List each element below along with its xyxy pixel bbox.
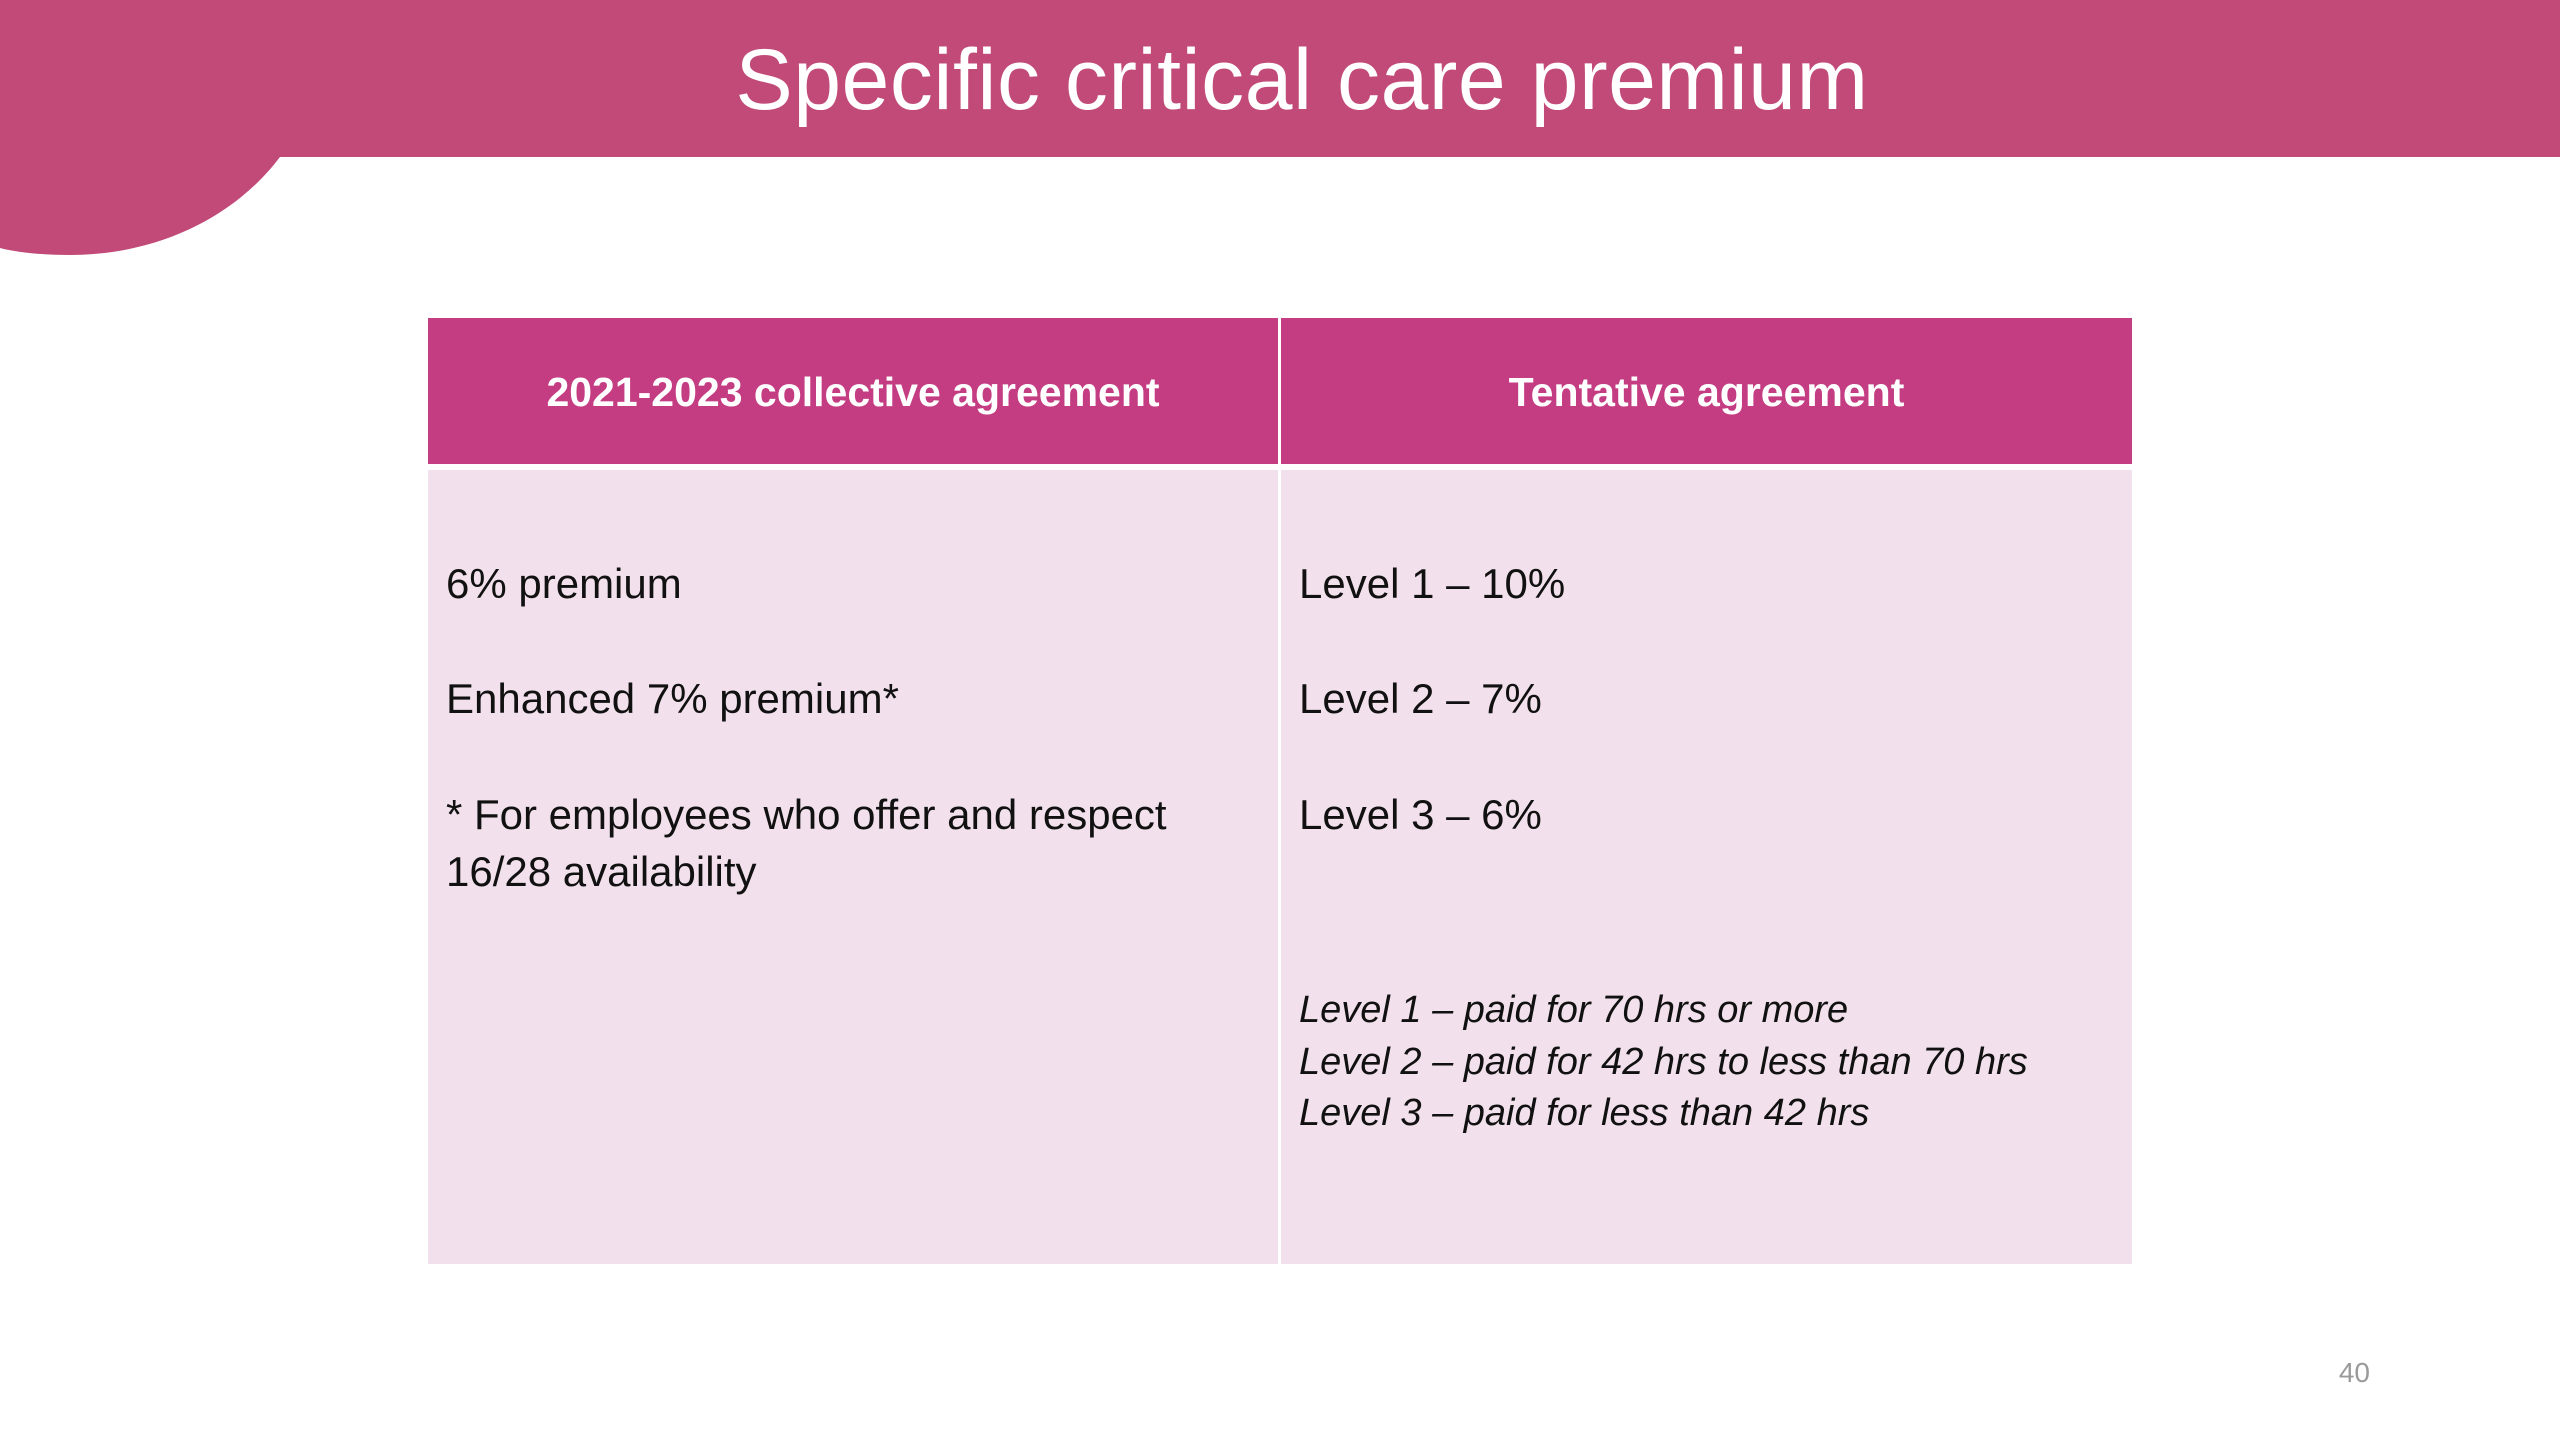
footnote-line-1: * For employees who offer and respect [446, 791, 1167, 838]
level-1-note: Level 1 – paid for 70 hrs or more [1299, 989, 1849, 1031]
title-band [0, 0, 2560, 157]
premium-line: 6% premium [446, 560, 682, 607]
level-3-rate: Level 3 – 6% [1299, 791, 1542, 838]
column-body-current-agreement: 6% premium Enhanced 7% premium* * For em… [428, 470, 1278, 1264]
column-header-tentative-agreement: Tentative agreement [1281, 318, 2132, 464]
level-1-rate: Level 1 – 10% [1299, 560, 1566, 607]
level-3-note: Level 3 – paid for less than 42 hrs [1299, 1092, 1870, 1134]
corner-decoration [0, 150, 285, 255]
column-tentative-agreement: Tentative agreement Level 1 – 10% Level … [1281, 318, 2132, 1264]
level-2-rate: Level 2 – 7% [1299, 675, 1542, 722]
footnote-line-2: 16/28 availability [446, 848, 757, 895]
enhanced-premium-line: Enhanced 7% premium* [446, 675, 899, 722]
column-body-tentative-agreement: Level 1 – 10% Level 2 – 7% Level 3 – 6% … [1281, 470, 2132, 1264]
slide-title: Specific critical care premium [735, 32, 1869, 128]
comparison-table: 2021-2023 collective agreement 6% premiu… [428, 318, 2132, 1264]
column-header-current-agreement: 2021-2023 collective agreement [428, 318, 1278, 464]
page-number: 40 [2338, 1357, 2370, 1388]
level-2-note: Level 2 – paid for 42 hrs to less than 7… [1299, 1041, 2028, 1083]
column-current-agreement: 2021-2023 collective agreement 6% premiu… [428, 318, 1278, 1264]
